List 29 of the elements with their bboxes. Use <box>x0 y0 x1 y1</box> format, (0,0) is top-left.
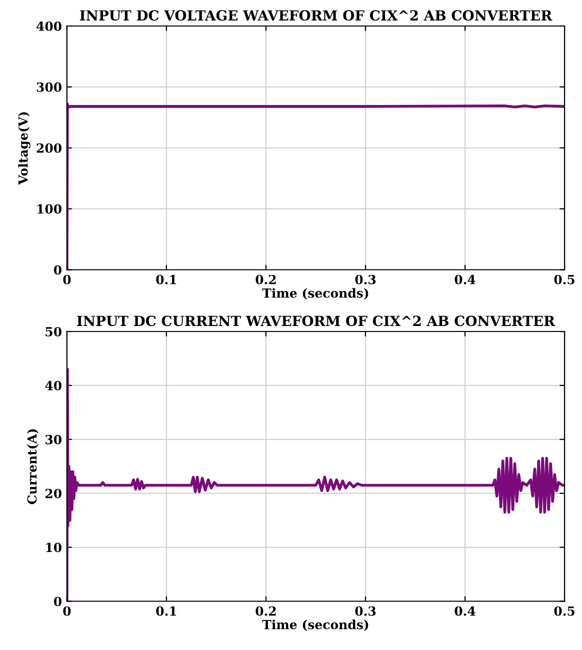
x-axis-title: Time (seconds) <box>262 620 368 632</box>
x-tick-label: 0.5 <box>554 606 574 616</box>
y-axis-title: Voltage(V) <box>18 112 30 185</box>
x-tick-label: 0.3 <box>355 606 376 616</box>
x-tick-label: 0.4 <box>454 606 476 616</box>
x-tick-label: 0.2 <box>256 606 276 616</box>
y-tick-label: 400 <box>36 21 62 31</box>
x-tick-label: 0 <box>63 606 71 616</box>
y-axis-title: Current(A) <box>27 429 38 504</box>
x-tick-label: 0.3 <box>355 274 376 284</box>
y-tick-label: 50 <box>46 326 62 336</box>
y-tick-label: 300 <box>36 82 62 92</box>
x-tick-label: 0.1 <box>156 274 176 284</box>
x-tick-label: 0.2 <box>256 274 276 284</box>
y-tick-label: 40 <box>45 380 62 390</box>
y-tick-label: 10 <box>46 542 62 552</box>
x-tick-label: 0.5 <box>554 274 574 284</box>
y-tick-label: 0 <box>54 596 62 606</box>
x-tick-label: 0.1 <box>156 606 176 616</box>
x-tick-label: 0.4 <box>454 274 476 284</box>
chart-title: INPUT DC CURRENT WAVEFORM OF CIX^2 AB CONVERTER <box>77 316 556 326</box>
y-tick-label: 200 <box>36 143 62 153</box>
x-axis-title: Time (seconds) <box>262 288 368 300</box>
y-tick-label: 100 <box>38 204 62 214</box>
y-tick-label: 30 <box>46 434 62 444</box>
y-tick-label: 0 <box>54 265 62 275</box>
y-tick-label: 20 <box>46 488 62 498</box>
chart-title: INPUT DC VOLTAGE WAVEFORM OF CIX^2 AB CONVERTER <box>80 10 552 21</box>
x-tick-label: 0 <box>63 274 71 284</box>
